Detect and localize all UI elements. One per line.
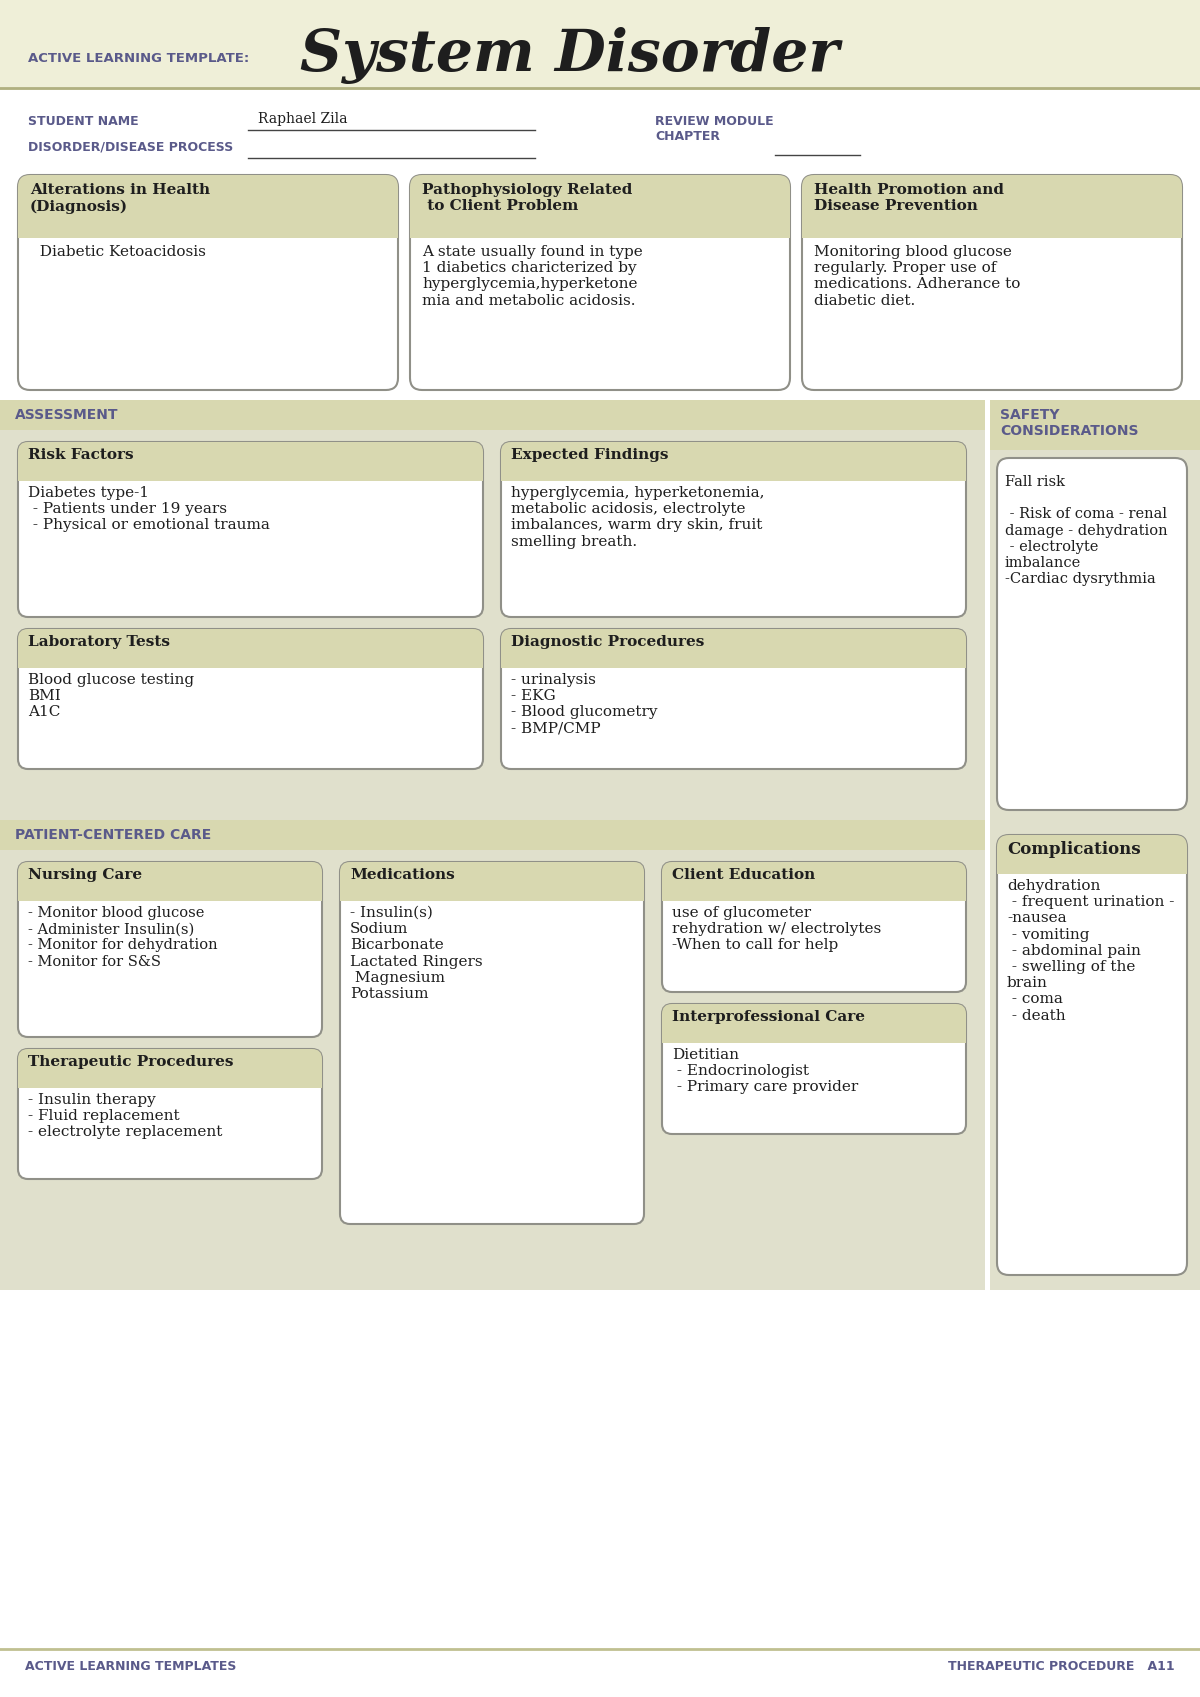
Text: DISORDER/DISEASE PROCESS: DISORDER/DISEASE PROCESS xyxy=(28,139,233,153)
Bar xyxy=(0,90,1200,175)
FancyBboxPatch shape xyxy=(802,175,1182,390)
Bar xyxy=(802,226,1182,238)
Text: Nursing Care: Nursing Care xyxy=(28,867,142,882)
FancyBboxPatch shape xyxy=(997,835,1187,872)
Text: hyperglycemia, hyperketonemia,
metabolic acidosis, electrolyte
imbalances, warm : hyperglycemia, hyperketonemia, metabolic… xyxy=(511,485,764,548)
FancyBboxPatch shape xyxy=(18,1049,322,1179)
Bar xyxy=(0,820,985,850)
Text: ASSESSMENT: ASSESSMENT xyxy=(14,407,119,423)
Bar xyxy=(997,860,1187,874)
Bar xyxy=(18,226,398,238)
Text: STUDENT NAME: STUDENT NAME xyxy=(28,115,139,127)
Text: Pathophysiology Related
 to Client Problem: Pathophysiology Related to Client Proble… xyxy=(422,183,632,214)
FancyBboxPatch shape xyxy=(997,835,1187,1274)
FancyBboxPatch shape xyxy=(18,630,482,769)
Bar xyxy=(662,889,966,901)
Text: THERAPEUTIC PROCEDURE   A11: THERAPEUTIC PROCEDURE A11 xyxy=(948,1660,1175,1673)
Text: use of glucometer
rehydration w/ electrolytes
-When to call for help: use of glucometer rehydration w/ electro… xyxy=(672,906,881,952)
Bar xyxy=(410,226,790,238)
FancyBboxPatch shape xyxy=(662,1005,966,1134)
Text: - urinalysis
- EKG
- Blood glucometry
- BMP/CMP: - urinalysis - EKG - Blood glucometry - … xyxy=(511,674,658,735)
Text: Fall risk

 - Risk of coma - renal
damage - dehydration
 - electrolyte
imbalance: Fall risk - Risk of coma - renal damage … xyxy=(1006,475,1168,585)
Bar xyxy=(990,820,1200,1290)
FancyBboxPatch shape xyxy=(18,630,482,667)
FancyBboxPatch shape xyxy=(502,441,966,618)
Text: REVIEW MODULE
CHAPTER: REVIEW MODULE CHAPTER xyxy=(655,115,774,143)
Bar xyxy=(990,400,1200,450)
FancyBboxPatch shape xyxy=(662,862,966,899)
Text: PATIENT-CENTERED CARE: PATIENT-CENTERED CARE xyxy=(14,828,211,842)
Bar xyxy=(0,400,985,429)
Text: Raphael Zila: Raphael Zila xyxy=(258,112,348,126)
FancyBboxPatch shape xyxy=(502,630,966,769)
Text: Blood glucose testing
BMI
A1C: Blood glucose testing BMI A1C xyxy=(28,674,194,720)
Text: - Monitor blood glucose
- Administer Insulin(s)
- Monitor for dehydration
- Moni: - Monitor blood glucose - Administer Ins… xyxy=(28,906,217,969)
Text: Diabetic Ketoacidosis: Diabetic Ketoacidosis xyxy=(30,244,206,260)
Text: Monitoring blood glucose
regularly. Proper use of
medications. Adherance to
diab: Monitoring blood glucose regularly. Prop… xyxy=(814,244,1020,307)
Text: Diabetes type-1
 - Patients under 19 years
 - Physical or emotional trauma: Diabetes type-1 - Patients under 19 year… xyxy=(28,485,270,533)
Text: Client Education: Client Education xyxy=(672,867,815,882)
FancyBboxPatch shape xyxy=(18,441,482,480)
Text: Therapeutic Procedures: Therapeutic Procedures xyxy=(28,1056,234,1069)
FancyBboxPatch shape xyxy=(18,1049,322,1088)
Bar xyxy=(0,1290,1200,1697)
Bar xyxy=(18,470,482,480)
Text: Interprofessional Care: Interprofessional Care xyxy=(672,1010,865,1023)
FancyBboxPatch shape xyxy=(662,862,966,993)
Text: Laboratory Tests: Laboratory Tests xyxy=(28,635,170,648)
FancyBboxPatch shape xyxy=(18,862,322,899)
Text: Dietitian
 - Endocrinologist
 - Primary care provider: Dietitian - Endocrinologist - Primary ca… xyxy=(672,1049,858,1095)
Bar xyxy=(502,470,966,480)
FancyBboxPatch shape xyxy=(410,175,790,238)
Bar xyxy=(662,1032,966,1044)
Text: SAFETY
CONSIDERATIONS: SAFETY CONSIDERATIONS xyxy=(1000,407,1139,438)
FancyBboxPatch shape xyxy=(410,175,790,390)
FancyBboxPatch shape xyxy=(18,862,322,1037)
Text: Expected Findings: Expected Findings xyxy=(511,448,668,462)
Bar xyxy=(18,1078,322,1088)
Text: Complications: Complications xyxy=(1007,842,1141,859)
FancyBboxPatch shape xyxy=(502,630,966,667)
FancyBboxPatch shape xyxy=(340,862,644,1224)
FancyBboxPatch shape xyxy=(997,458,1187,809)
FancyBboxPatch shape xyxy=(802,175,1182,238)
Text: System Disorder: System Disorder xyxy=(300,27,839,83)
Bar xyxy=(0,0,1200,90)
Text: A state usually found in type
1 diabetics charicterized by
hyperglycemia,hyperke: A state usually found in type 1 diabetic… xyxy=(422,244,643,307)
Bar xyxy=(990,450,1200,820)
Bar xyxy=(18,657,482,669)
Text: Medications: Medications xyxy=(350,867,455,882)
FancyBboxPatch shape xyxy=(662,1005,966,1042)
FancyBboxPatch shape xyxy=(18,441,482,618)
Bar xyxy=(0,170,1200,400)
Bar xyxy=(18,889,322,901)
Text: Risk Factors: Risk Factors xyxy=(28,448,133,462)
Text: - Insulin(s)
Sodium
Bicarbonate
Lactated Ringers
 Magnesium
Potassium: - Insulin(s) Sodium Bicarbonate Lactated… xyxy=(350,906,482,1001)
Text: Diagnostic Procedures: Diagnostic Procedures xyxy=(511,635,704,648)
Text: - Insulin therapy
- Fluid replacement
- electrolyte replacement: - Insulin therapy - Fluid replacement - … xyxy=(28,1093,222,1139)
Text: Alterations in Health
(Diagnosis): Alterations in Health (Diagnosis) xyxy=(30,183,210,214)
Text: Health Promotion and
Disease Prevention: Health Promotion and Disease Prevention xyxy=(814,183,1004,214)
Bar xyxy=(0,429,985,820)
FancyBboxPatch shape xyxy=(502,441,966,480)
FancyBboxPatch shape xyxy=(18,175,398,390)
FancyBboxPatch shape xyxy=(18,175,398,238)
Text: ACTIVE LEARNING TEMPLATE:: ACTIVE LEARNING TEMPLATE: xyxy=(28,51,250,64)
Bar xyxy=(340,889,644,901)
FancyBboxPatch shape xyxy=(340,862,644,899)
Text: ACTIVE LEARNING TEMPLATES: ACTIVE LEARNING TEMPLATES xyxy=(25,1660,236,1673)
Bar xyxy=(0,850,985,1290)
Bar xyxy=(502,657,966,669)
Text: dehydration
 - frequent urination -
-nausea
 - vomiting
 - abdominal pain
 - swe: dehydration - frequent urination - -naus… xyxy=(1007,879,1175,1023)
